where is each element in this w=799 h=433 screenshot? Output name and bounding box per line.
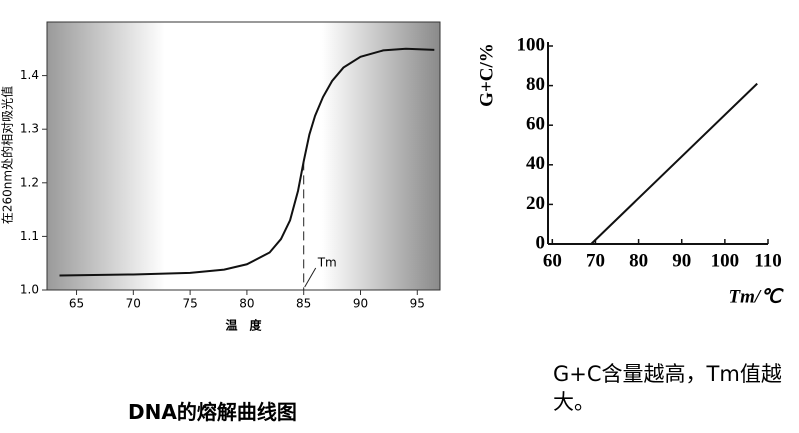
- caption: G+C含量越高，Tm值越大。: [553, 362, 782, 414]
- x-tick-label: 90: [672, 250, 691, 271]
- x-tick-label: 80: [239, 297, 254, 311]
- data-line: [590, 82, 758, 245]
- y-tick-label: 0: [536, 232, 546, 253]
- y-tick-label: 1.1: [20, 229, 39, 243]
- gc-chart: 60 70 80 90 100 110 0 20 40 60 80 100 G+C/% Tm/℃: [476, 34, 784, 307]
- data-line: [59, 47, 435, 277]
- x-tick-label: 80: [629, 250, 648, 271]
- y-tick-label: 20: [526, 193, 545, 214]
- plot-area: [46, 21, 441, 291]
- x-tick-label: 110: [754, 250, 781, 271]
- y-tick-label: 80: [526, 74, 545, 95]
- y-tick-label: 40: [526, 153, 545, 174]
- y-tick-label: 100: [517, 34, 546, 55]
- y-tick-label: 1.3: [20, 122, 39, 136]
- caption: DNA的熔解曲线图: [128, 400, 297, 424]
- melting-chart: 65 70 75 80 85 90 95 1.0 1.1 1.2 1.3 1.4 温 度 在260nm处的…: [0, 21, 441, 333]
- y-tick-label: 60: [526, 114, 545, 135]
- x-tick-label: 95: [410, 297, 425, 311]
- x-axis-label: Tm/℃: [728, 286, 784, 307]
- y-axis-label: 在260nm处的相对吸光值: [0, 86, 15, 224]
- x-tick-label: 75: [182, 297, 197, 311]
- x-tick-label: 100: [711, 250, 740, 271]
- y-tick-label: 1.2: [20, 175, 39, 189]
- tm-pointer: [304, 267, 317, 288]
- x-tick-label: 60: [543, 250, 562, 271]
- y-axis-label: G+C/%: [476, 43, 497, 107]
- y-tick-label: 1.4: [20, 68, 39, 82]
- y-tick-label: 1.0: [20, 283, 39, 297]
- x-axis-label: 温 度: [225, 318, 262, 333]
- x-tick-label: 65: [69, 297, 84, 311]
- annotation: Tm: [317, 256, 337, 270]
- x-tick-label: 90: [353, 297, 368, 311]
- x-tick-label: 70: [126, 297, 141, 311]
- x-tick-label: 70: [586, 250, 605, 271]
- x-tick-label: 85: [296, 297, 311, 311]
